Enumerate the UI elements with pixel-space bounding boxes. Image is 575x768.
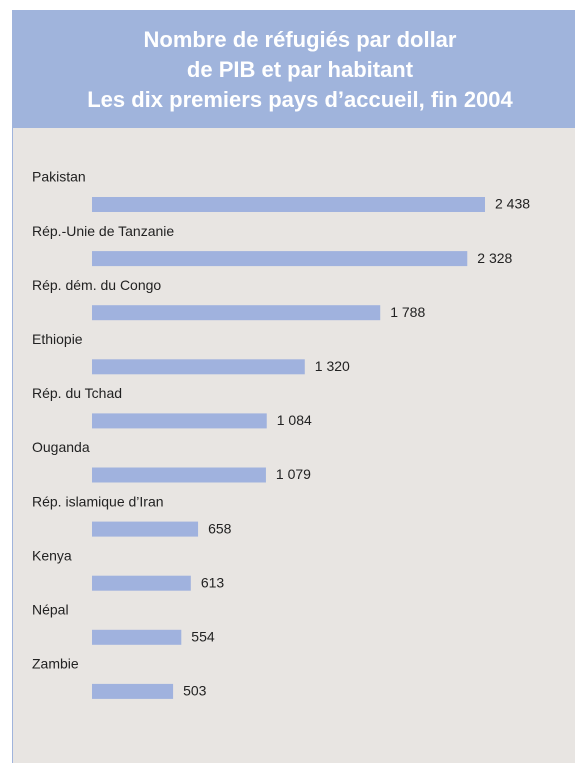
panel <box>12 128 575 763</box>
category-label: Népal <box>32 602 69 618</box>
bar <box>92 521 199 537</box>
bar <box>92 305 381 321</box>
category-label: Kenya <box>32 547 72 563</box>
bar <box>92 359 305 375</box>
value-label: 658 <box>208 520 232 536</box>
header-band <box>12 10 575 128</box>
category-label: Ouganda <box>32 439 90 455</box>
value-label: 554 <box>191 629 215 645</box>
category-label: Pakistan <box>32 169 86 185</box>
value-label: 503 <box>183 683 207 699</box>
value-label: 1 079 <box>276 466 311 482</box>
value-label: 613 <box>201 574 225 590</box>
chart-title: Les dix premiers pays d’accueil, fin 200… <box>87 87 513 112</box>
category-label: Zambie <box>32 656 79 672</box>
chart-title: Nombre de réfugiés par dollar <box>144 27 457 52</box>
category-label: Rép. dém. du Congo <box>32 277 161 293</box>
bar <box>92 683 174 699</box>
bar <box>92 197 485 212</box>
value-label: 1 084 <box>277 412 312 428</box>
category-label: Rép.-Unie de Tanzanie <box>32 223 174 239</box>
category-label: Ethiopie <box>32 331 83 347</box>
value-label: 2 438 <box>495 196 530 212</box>
chart-title: de PIB et par habitant <box>187 57 414 82</box>
bar <box>92 575 191 591</box>
value-label: 1 788 <box>390 304 425 320</box>
bar <box>92 251 468 267</box>
bar <box>92 629 182 645</box>
category-label: Rép. du Tchad <box>32 385 122 401</box>
value-label: 2 328 <box>477 250 512 266</box>
bar <box>92 413 267 429</box>
value-label: 1 320 <box>315 358 350 374</box>
category-label: Rép. islamique d’Iran <box>32 493 164 509</box>
bar <box>92 467 266 483</box>
